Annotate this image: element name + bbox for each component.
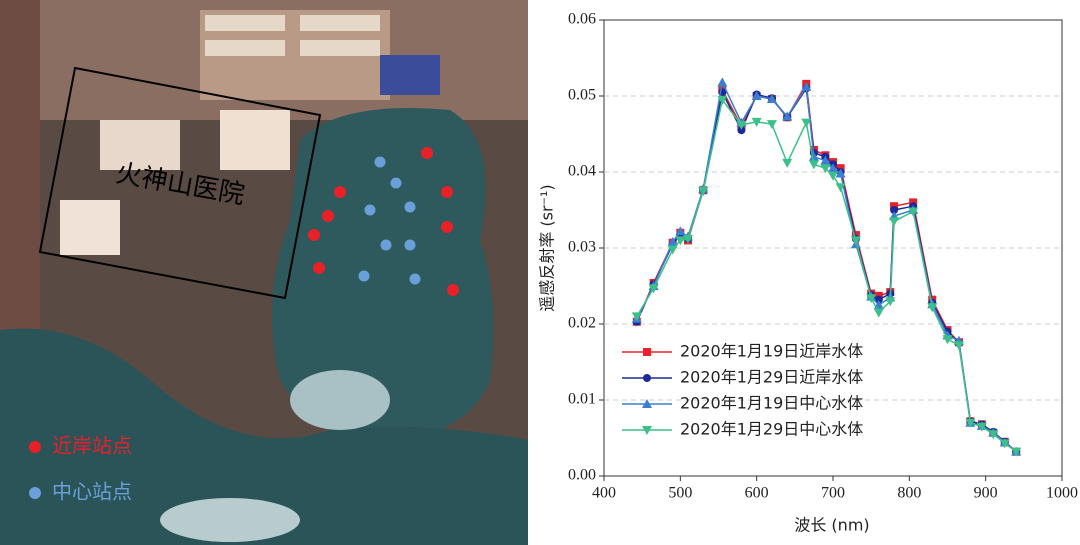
y-tick-label: 0.01	[568, 391, 596, 408]
marker	[751, 91, 762, 100]
marker	[828, 171, 838, 181]
x-tick-label: 700	[821, 485, 845, 502]
y-tick-label: 0.03	[568, 239, 596, 256]
x-axis-label: 波长 (nm)	[794, 516, 869, 535]
marker	[667, 245, 678, 255]
marker	[766, 120, 777, 130]
x-tick-label: 400	[592, 485, 616, 502]
marker	[965, 418, 976, 428]
legend-label: 2020年1月19日中心水体	[680, 394, 863, 413]
marker	[890, 206, 899, 214]
marker	[698, 187, 709, 196]
marker	[717, 95, 728, 105]
marker	[667, 236, 678, 246]
marker	[820, 164, 831, 174]
legend-label: 2020年1月29日近岸水体	[680, 368, 863, 387]
marker	[866, 294, 877, 304]
marker	[820, 155, 831, 165]
legend-label: 2020年1月19日近岸水体	[680, 342, 863, 361]
y-tick-label: 0.02	[568, 315, 596, 332]
legend-marker	[642, 399, 652, 408]
x-tick-label: 500	[668, 485, 692, 502]
marker	[737, 126, 746, 135]
satellite-image: 火神山医院 近岸站点 中心站点	[0, 0, 528, 545]
marker	[999, 439, 1010, 449]
marker	[648, 284, 659, 294]
x-tick-label: 1000	[1046, 485, 1078, 502]
marker	[953, 341, 964, 351]
marker	[766, 94, 777, 104]
marker	[801, 81, 812, 91]
marker	[751, 117, 762, 127]
legend-marker	[643, 374, 651, 382]
y-tick-label: 0.00	[568, 467, 596, 484]
marker	[942, 335, 953, 345]
marker	[808, 160, 819, 170]
map-legend-label: 近岸站点	[52, 434, 132, 458]
marker	[828, 163, 838, 173]
marker	[976, 422, 987, 432]
legend-marker	[643, 348, 651, 356]
marker	[675, 236, 686, 246]
marker	[874, 295, 883, 304]
marker	[850, 236, 861, 246]
marker	[808, 151, 819, 161]
marker	[801, 118, 812, 128]
marker	[682, 234, 693, 244]
marker	[885, 297, 896, 307]
y-tick-label: 0.04	[568, 163, 596, 180]
x-tick-label: 800	[897, 485, 921, 502]
marker	[988, 430, 999, 440]
legend-label: 2020年1月29日中心水体	[680, 420, 863, 439]
x-tick-label: 900	[974, 485, 998, 502]
marker	[873, 308, 884, 318]
marker	[631, 312, 642, 322]
marker	[1011, 447, 1022, 457]
marker	[927, 303, 938, 313]
y-axis-label: 遥感反射率 (sr⁻¹)	[538, 184, 557, 311]
marker	[675, 226, 686, 236]
x-tick-label: 600	[745, 485, 769, 502]
marker	[908, 207, 919, 217]
marker	[835, 168, 846, 178]
marker	[835, 183, 846, 193]
y-tick-label: 0.06	[568, 11, 596, 28]
marker	[889, 217, 900, 227]
series-line	[636, 98, 1017, 453]
map-legend-label: 中心站点	[52, 480, 132, 504]
marker	[736, 120, 747, 130]
marker	[782, 158, 793, 168]
y-tick-label: 0.05	[568, 87, 596, 104]
legend-marker	[642, 426, 652, 435]
marker	[717, 77, 728, 87]
marker	[782, 111, 793, 121]
